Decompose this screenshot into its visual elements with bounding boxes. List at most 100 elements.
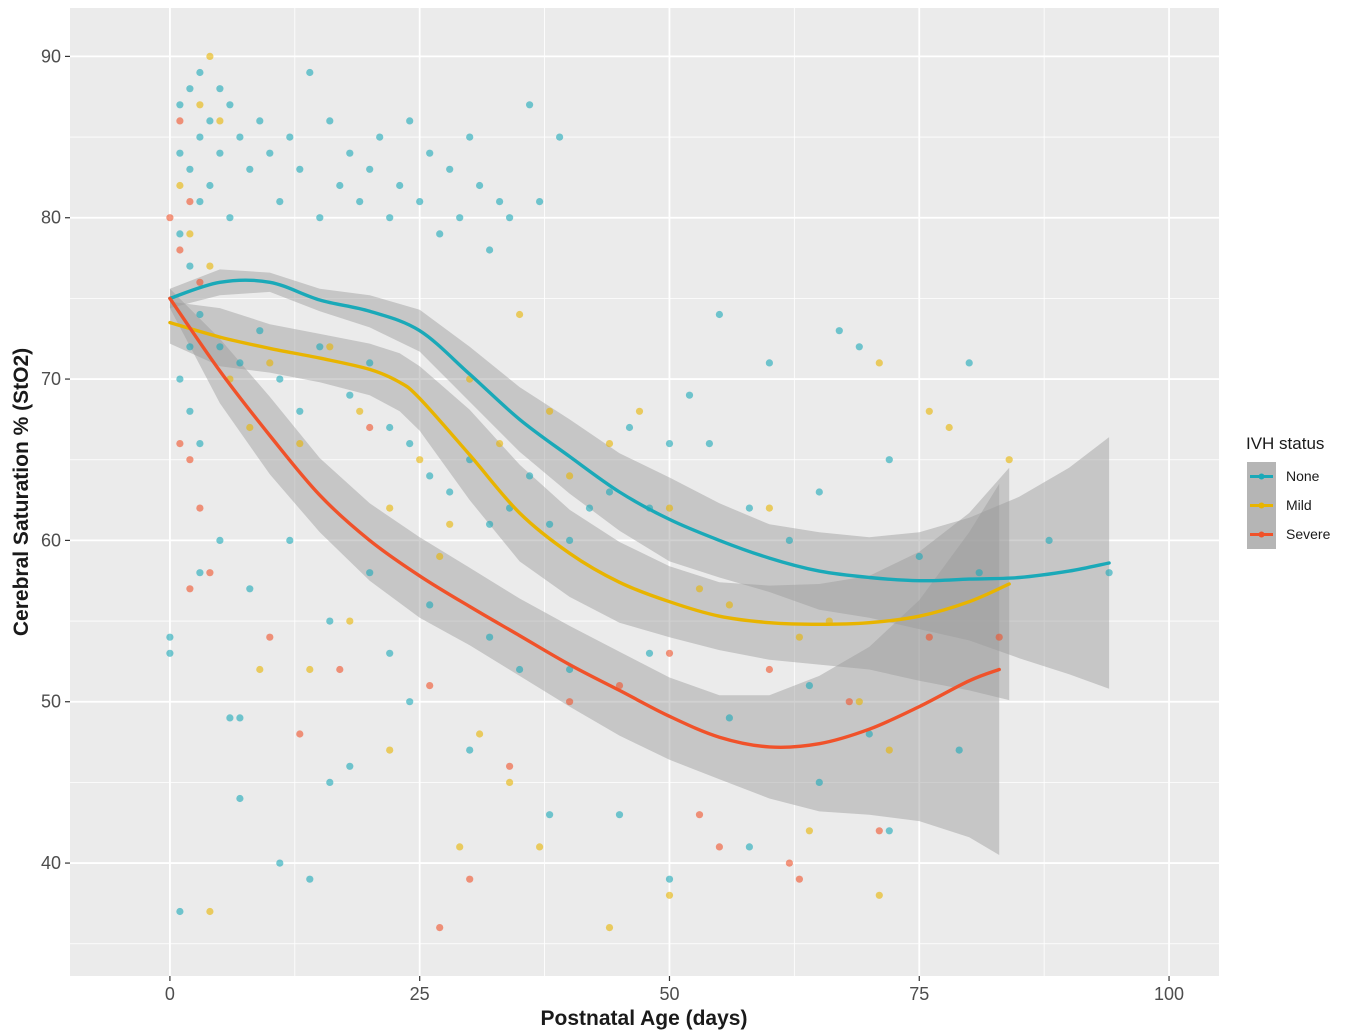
point-severe [296, 730, 304, 738]
point-mild [765, 504, 774, 512]
point-mild [885, 746, 893, 754]
fit-line-mild [168, 320, 1011, 627]
point-mild [356, 407, 364, 415]
x-axis-ticks: 0 25 50 75 100 [165, 976, 1184, 1004]
point-none [546, 811, 554, 819]
point-mild [456, 843, 464, 851]
point-none [446, 488, 454, 496]
point-mild [176, 181, 184, 190]
point-none [186, 262, 194, 270]
point-mild [795, 633, 804, 641]
point-severe [466, 875, 474, 883]
point-none [166, 649, 174, 657]
point-severe [715, 843, 724, 851]
point-none [286, 133, 294, 141]
point-mild [386, 504, 394, 512]
point-none [526, 472, 534, 480]
scatter-points [166, 52, 1113, 932]
y-axis-ticks: 40 50 60 70 80 90 [41, 46, 70, 873]
point-none [186, 85, 194, 93]
point-none [526, 101, 534, 109]
point-none [276, 375, 284, 383]
point-severe [795, 875, 804, 883]
point-none [815, 488, 823, 496]
point-none [426, 149, 434, 157]
point-none [456, 214, 464, 222]
legend-label-severe: Severe [1286, 526, 1331, 542]
point-mild [1005, 456, 1013, 464]
x-axis-title: Postnatal Age (days) [541, 1007, 748, 1030]
point-none [186, 407, 194, 415]
point-mild [805, 827, 814, 835]
point-mild [256, 665, 264, 674]
point-none [206, 117, 214, 125]
point-none [166, 633, 174, 641]
point-mild [446, 520, 454, 528]
point-none [745, 504, 754, 512]
point-mild [416, 456, 424, 464]
point-none [186, 343, 194, 351]
point-none [266, 149, 274, 157]
point-severe [186, 585, 194, 593]
point-none [725, 714, 734, 722]
point-none [665, 440, 674, 448]
point-none [246, 585, 254, 593]
point-none [975, 569, 983, 577]
point-severe [506, 762, 514, 770]
point-none [416, 198, 424, 206]
point-none [226, 714, 234, 722]
point-mild [516, 310, 524, 319]
point-none [196, 569, 204, 577]
point-mild [326, 343, 334, 351]
point-none [506, 214, 514, 222]
point-none [865, 730, 873, 738]
point-none [386, 649, 394, 657]
point-mild [496, 440, 504, 448]
legend-label-mild: Mild [1286, 497, 1312, 513]
band-mild [169, 301, 1010, 701]
point-mild [306, 665, 314, 674]
point-none [406, 117, 414, 125]
x-tick-label: 50 [659, 984, 679, 1004]
point-none [366, 165, 374, 173]
point-none [426, 601, 434, 609]
point-none [196, 310, 204, 319]
point-none [236, 133, 244, 141]
point-severe [176, 246, 184, 254]
y-tick-label: 60 [41, 530, 61, 550]
point-none [815, 778, 823, 787]
point-none [236, 714, 244, 722]
point-none [536, 198, 544, 206]
point-none [336, 181, 344, 190]
point-severe [206, 569, 214, 577]
y-tick-label: 90 [41, 46, 61, 66]
gridlines [70, 8, 1219, 976]
x-tick-label: 75 [909, 984, 929, 1004]
legend-dot-severe [1258, 531, 1265, 538]
point-mild [925, 407, 933, 415]
point-none [326, 117, 334, 125]
point-none [516, 665, 524, 674]
point-severe [196, 278, 204, 286]
point-none [705, 440, 714, 448]
point-severe [336, 665, 344, 674]
point-severe [566, 698, 574, 706]
point-none [965, 359, 973, 367]
point-mild [506, 778, 514, 787]
point-none [785, 536, 794, 545]
point-none [216, 85, 224, 93]
point-none [216, 536, 224, 545]
point-mild [206, 52, 214, 61]
point-mild [665, 891, 674, 899]
point-severe [925, 633, 933, 641]
y-axis-title: Cerebral Saturation % (StO2) [10, 348, 33, 636]
point-mild [296, 440, 304, 448]
point-none [376, 133, 384, 141]
point-none [406, 698, 414, 706]
legend-dot-none [1258, 473, 1265, 480]
point-none [366, 569, 374, 577]
point-mild [206, 907, 214, 916]
point-none [386, 214, 394, 222]
point-none [406, 440, 414, 448]
legend-item-mild: Mild [1247, 491, 1312, 520]
